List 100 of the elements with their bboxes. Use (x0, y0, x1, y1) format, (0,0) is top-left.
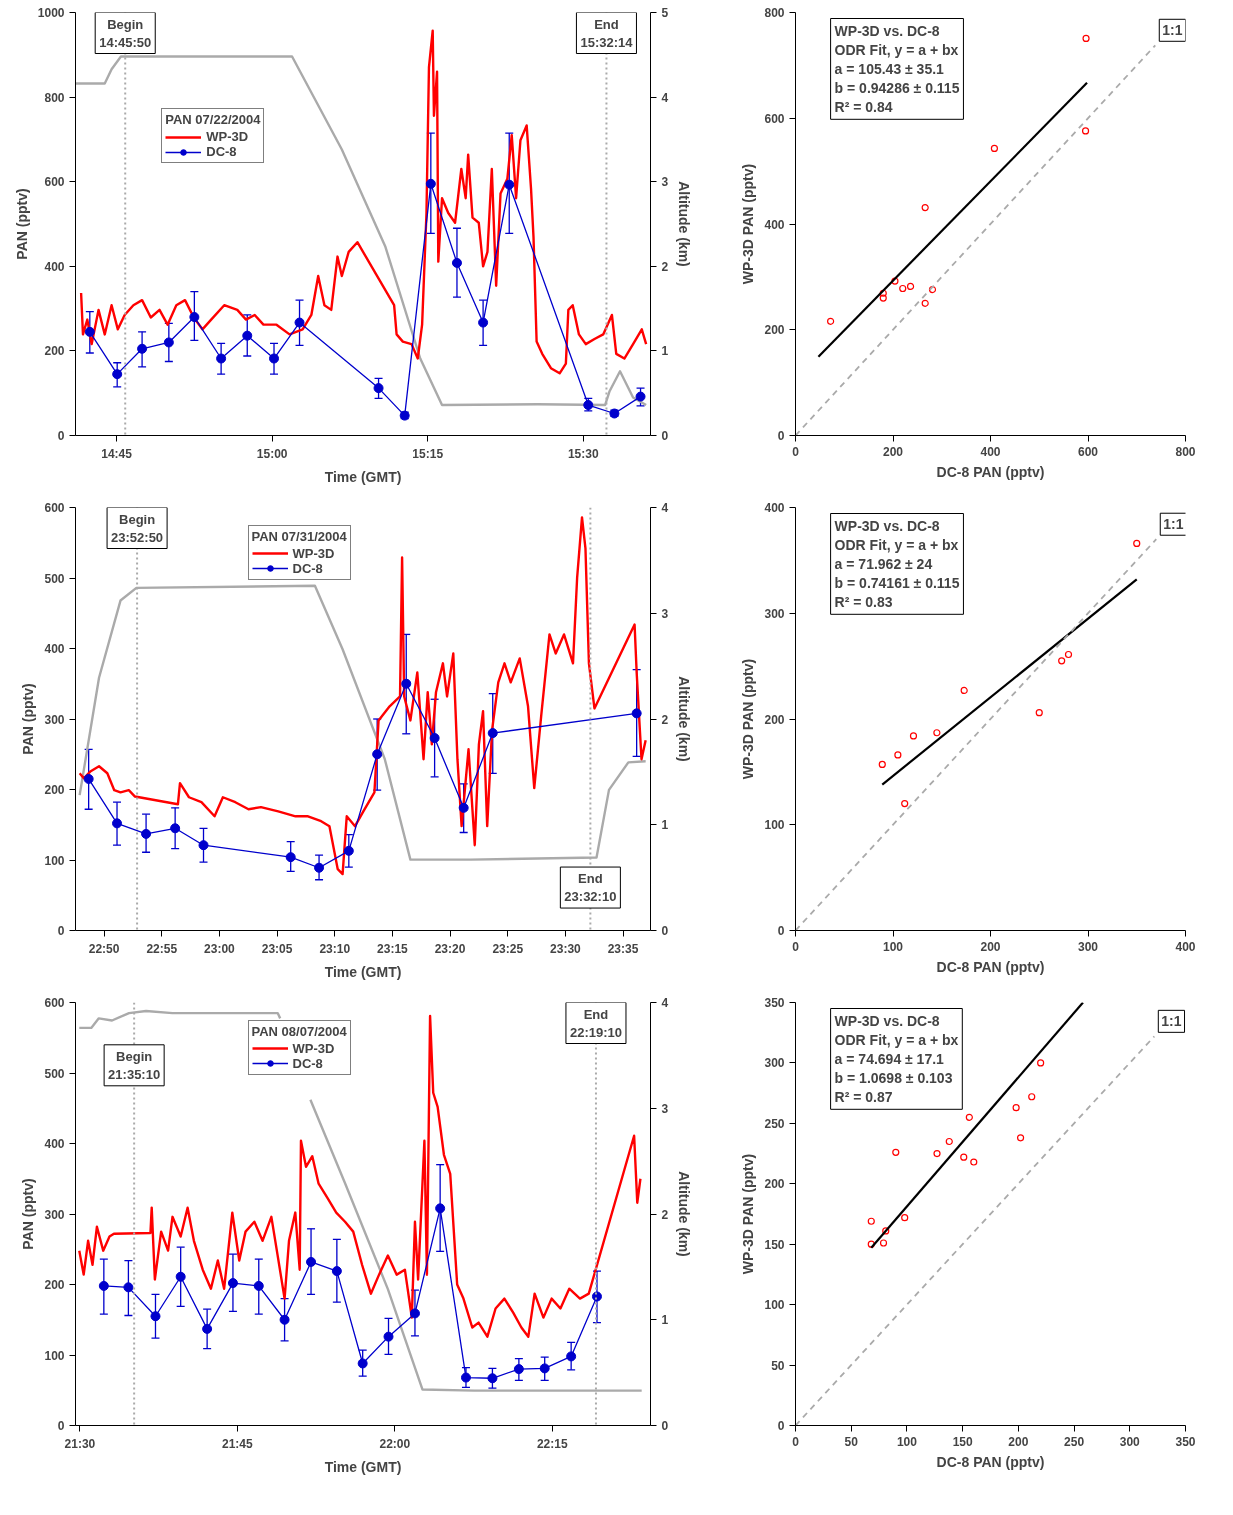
x-tick-label: 100 (896, 1434, 918, 1449)
annotation: End 15:32:14 (580, 16, 634, 50)
legend-title: PAN 07/22/2004 (165, 112, 261, 128)
x-tick-label: 14:45 (101, 446, 133, 461)
legend-title: PAN 08/07/2004 (251, 1023, 347, 1039)
y-tick-label: 0 (57, 1419, 65, 1433)
annotation: R² = 0.84 (834, 99, 893, 116)
y-tick-label: 200 (764, 712, 785, 727)
y-tick-label: 400 (44, 1137, 65, 1151)
y2-tick-label: 5 (661, 6, 669, 20)
x-tick-label: 23:35 (607, 941, 639, 956)
y2-tick-label: 2 (661, 712, 669, 727)
x-tick-label: 15:30 (567, 446, 599, 461)
annotation: Begin 23:52:50 (111, 511, 164, 545)
y-tick-label: 400 (44, 642, 65, 656)
x-tick-label: 50 (844, 1434, 859, 1449)
y-tick-label: 100 (44, 853, 65, 868)
annotation: Begin 14:45:50 (99, 16, 152, 50)
x-tick-label: 15:15 (412, 446, 444, 461)
annotation: a = 74.694 ± 17.1 (834, 1050, 945, 1067)
x-tick-label: 15:00 (256, 446, 288, 461)
y-tick-label: 0 (777, 924, 785, 938)
annotation: b = 1.0698 ± 0.103 (834, 1070, 953, 1087)
x-tick-label: 200 (882, 444, 904, 459)
x-tick-label: 23:30 (550, 941, 582, 956)
y-tick-label: 100 (44, 1348, 65, 1363)
y-tick-label: 1000 (37, 6, 65, 20)
annotation: WP-3D vs. DC-8 (834, 22, 940, 39)
x-tick-label: 23:20 (434, 941, 466, 956)
y2-tick-label: 3 (661, 175, 669, 190)
x-tick-label: 22:50 (88, 941, 120, 956)
x-tick-label: 23:25 (492, 941, 524, 956)
annotation: End 22:19:10 (569, 1006, 622, 1040)
y2-tick-label: 0 (661, 924, 669, 938)
x-tick-label: 350 (1175, 1434, 1196, 1449)
annotation: Begin 21:35:10 (108, 1048, 161, 1082)
y-tick-label: 300 (764, 1056, 785, 1071)
y-tick-label: 600 (44, 501, 65, 515)
y-axis-title: WP-3D PAN (pptv) (740, 1153, 757, 1275)
x-axis-title: DC-8 PAN (pptv) (936, 958, 1045, 975)
x-tick-label: 21:30 (64, 1436, 96, 1451)
y2-tick-label: 2 (661, 259, 669, 274)
series-label: 1:1 (1162, 22, 1183, 39)
x-tick-label: 23:10 (319, 941, 351, 956)
legend-label: DC-8 (206, 144, 237, 160)
y-tick-label: 0 (777, 1419, 785, 1433)
x-tick-label: 300 (1119, 1434, 1141, 1449)
x-tick-label: 250 (1064, 1434, 1085, 1449)
y-tick-label: 400 (764, 217, 785, 232)
y-axis-title: WP-3D PAN (pptv) (740, 163, 757, 285)
x-tick-label: 200 (1008, 1434, 1029, 1449)
y2-tick-label: 4 (661, 996, 669, 1010)
legend-title: PAN 07/31/2004 (251, 528, 347, 544)
x-tick-label: 0 (792, 939, 800, 954)
y-tick-label: 500 (44, 571, 65, 586)
y-tick-label: 600 (44, 175, 65, 190)
x-tick-label: 23:05 (261, 941, 293, 956)
y-axis-title: WP-3D PAN (pptv) (740, 658, 757, 780)
annotation: b = 0.94286 ± 0.115 (834, 80, 960, 97)
y-tick-label: 300 (44, 712, 65, 727)
annotation: b = 0.74161 ± 0.115 (834, 575, 960, 592)
y-tick-label: 50 (771, 1358, 785, 1373)
x-tick-label: 300 (1077, 939, 1099, 954)
y-tick-label: 200 (44, 783, 65, 797)
y2-tick-label: 1 (661, 344, 669, 359)
y-tick-label: 150 (764, 1237, 785, 1252)
x-axis-title: Time (GMT) (324, 468, 402, 485)
y-tick-label: 800 (764, 6, 785, 20)
y2-tick-label: 0 (661, 1419, 669, 1433)
y2-axis-title: Altitude (km) (676, 676, 693, 762)
x-tick-label: 23:15 (377, 941, 409, 956)
y2-tick-label: 4 (661, 90, 669, 105)
x-tick-label: 22:00 (379, 1436, 411, 1451)
y2-tick-label: 4 (661, 501, 669, 515)
x-tick-label: 150 (952, 1434, 973, 1449)
y-tick-label: 200 (44, 1278, 65, 1292)
y-tick-label: 100 (764, 818, 785, 833)
y-tick-label: 200 (44, 344, 65, 359)
y2-tick-label: 1 (661, 1313, 669, 1328)
legend-label: WP-3D (292, 545, 335, 561)
x-tick-label: 400 (1175, 939, 1196, 954)
y2-axis-title: Altitude (km) (676, 181, 693, 267)
y-tick-label: 0 (57, 924, 65, 938)
x-tick-label: 0 (792, 444, 800, 459)
annotation: End 23:32:10 (564, 871, 617, 905)
y-tick-label: 200 (764, 1177, 785, 1192)
y-axis-title: PAN (pptv) (20, 683, 37, 755)
y-tick-label: 0 (57, 429, 65, 443)
y-axis-title: PAN (pptv) (20, 1178, 37, 1250)
x-tick-label: 23:00 (204, 941, 236, 956)
y2-tick-label: 3 (661, 1101, 669, 1116)
x-tick-label: 21:45 (222, 1436, 254, 1451)
x-axis-title: Time (GMT) (324, 963, 402, 980)
legend-label: WP-3D (206, 129, 249, 145)
y-tick-label: 400 (764, 501, 785, 515)
x-tick-label: 400 (980, 444, 1001, 459)
y-tick-label: 300 (44, 1207, 65, 1222)
y2-tick-label: 0 (661, 429, 669, 443)
annotation: R² = 0.83 (834, 594, 893, 611)
x-axis-title: DC-8 PAN (pptv) (936, 1453, 1045, 1470)
